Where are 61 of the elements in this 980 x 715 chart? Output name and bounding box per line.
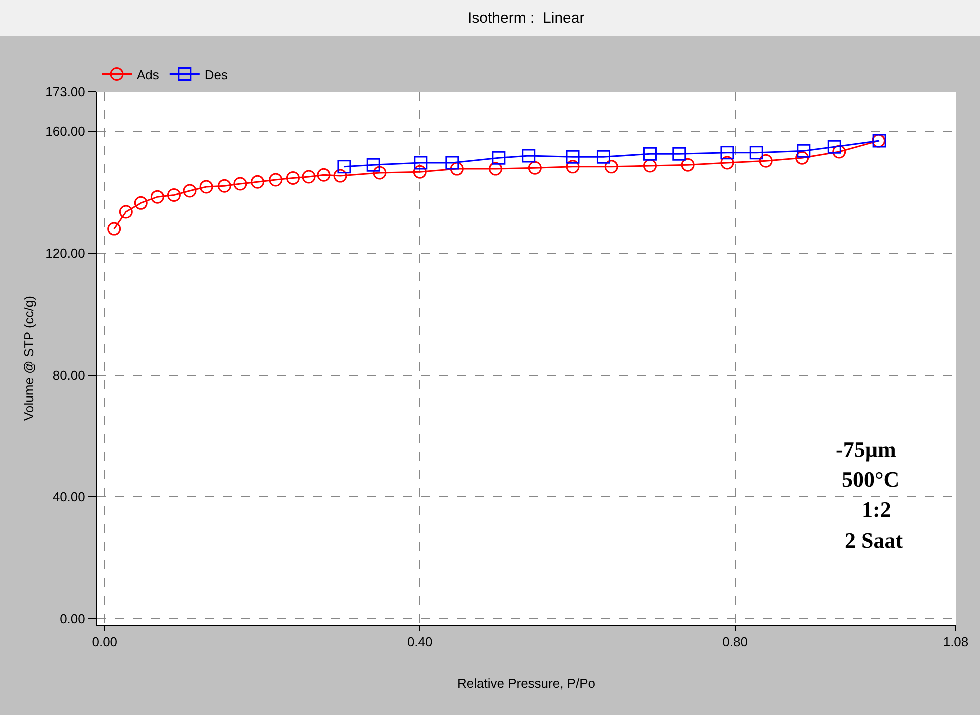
y-tick-label: 80.00 [52, 368, 86, 383]
point [366, 158, 380, 172]
y-tick-label: 160.00 [46, 124, 86, 140]
y-axis-title: Volume @ STP (cc/g) [22, 296, 37, 421]
point [413, 165, 427, 179]
point [450, 162, 464, 176]
point [832, 145, 846, 159]
point [200, 180, 214, 194]
legend-label: Des [204, 67, 229, 82]
point [492, 151, 506, 165]
point [119, 205, 133, 219]
point [286, 171, 300, 185]
point [338, 160, 352, 174]
point [317, 168, 331, 182]
point [150, 190, 164, 204]
x-tick-label: 1.08 [943, 634, 969, 650]
y-tick-label: 173.00 [46, 84, 86, 100]
x-tick-label: 0.00 [92, 634, 118, 650]
point [796, 151, 810, 165]
point [797, 144, 811, 158]
y-tick-label: 120.00 [46, 246, 86, 261]
point [681, 158, 695, 172]
point [269, 173, 283, 187]
point [604, 160, 618, 174]
point [183, 184, 197, 198]
point [302, 170, 316, 184]
point [720, 146, 734, 160]
point [108, 222, 122, 236]
point [218, 179, 232, 193]
point [720, 156, 734, 170]
point [828, 140, 842, 154]
point [334, 169, 348, 183]
point [251, 175, 265, 189]
annotation: 500°C [842, 467, 900, 492]
point [446, 156, 460, 170]
point [643, 147, 657, 161]
point [750, 146, 764, 160]
point [566, 150, 580, 164]
point [234, 177, 248, 191]
point [759, 154, 773, 168]
annotation: 2 Saat [845, 528, 904, 553]
annotation: 1:2 [862, 497, 892, 522]
point [489, 162, 503, 176]
annotation: -75µm [836, 437, 896, 462]
x-tick-label: 0.40 [407, 634, 433, 650]
point [167, 188, 181, 202]
point [566, 160, 580, 174]
y-tick-label: 40.00 [52, 490, 86, 505]
point [528, 161, 542, 175]
legend-label: Ads [137, 67, 160, 82]
point [373, 166, 387, 180]
point [134, 196, 148, 210]
point [522, 149, 536, 163]
x-tick-label: 0.80 [722, 634, 748, 650]
y-tick-label: 0.00 [60, 611, 86, 626]
x-axis-title: Relative Pressure, P/Po [457, 676, 596, 692]
point [672, 147, 686, 161]
point [414, 156, 428, 170]
chart-title: Isotherm : Linear [468, 10, 585, 27]
point [643, 159, 657, 173]
point [596, 150, 610, 164]
